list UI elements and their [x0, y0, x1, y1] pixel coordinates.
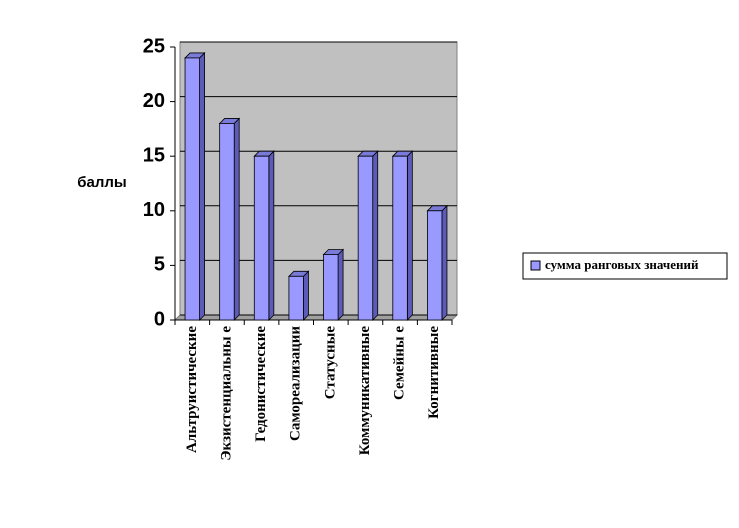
- bar-side: [441, 204, 448, 321]
- bar-front: [253, 155, 270, 321]
- y-tick-label: 5: [154, 254, 165, 276]
- x-tick-label: Когнитивные: [426, 326, 442, 419]
- bar-front: [392, 155, 408, 321]
- bar-side: [406, 150, 413, 321]
- bar-front: [219, 123, 235, 321]
- y-axis-label: баллы: [77, 174, 126, 191]
- bar-front: [357, 155, 374, 321]
- legend-label: сумма ранговых значений: [545, 257, 699, 272]
- x-tick-label: Семейны е: [392, 326, 408, 400]
- legend-swatch: [530, 260, 541, 271]
- bar: [218, 117, 241, 321]
- bar-side: [233, 117, 240, 321]
- x-tick-label: Самореализации: [288, 326, 304, 441]
- y-tick-label: 10: [143, 199, 165, 221]
- x-tick-label: Коммуникативные: [357, 326, 373, 456]
- bar-side: [268, 150, 275, 321]
- x-tick-label: Гедонистические: [253, 326, 269, 442]
- y-tick-label: 20: [143, 90, 165, 112]
- bar-front: [288, 275, 304, 321]
- bar-front: [427, 210, 443, 321]
- bar: [184, 51, 206, 321]
- y-tick-label: 0: [154, 308, 165, 330]
- bar-side: [337, 248, 344, 321]
- bar: [322, 248, 345, 321]
- bar-side: [303, 270, 309, 321]
- x-tick-label: Экзистенциальны е: [218, 326, 234, 461]
- legend: [522, 252, 728, 280]
- bar: [253, 150, 275, 321]
- bar: [357, 150, 379, 321]
- y-tick-label: 15: [143, 144, 165, 166]
- bar: [426, 204, 448, 321]
- x-tick-label: Статусные: [322, 326, 338, 400]
- floor: [173, 314, 459, 321]
- bar: [287, 270, 310, 321]
- bar: [391, 150, 414, 321]
- x-tick-label: Альтруистические: [184, 326, 200, 453]
- bar-side: [199, 51, 205, 321]
- bar-front: [323, 254, 339, 321]
- y-tick-label: 25: [143, 35, 165, 57]
- bar-front: [184, 57, 200, 321]
- bar-side: [372, 150, 379, 321]
